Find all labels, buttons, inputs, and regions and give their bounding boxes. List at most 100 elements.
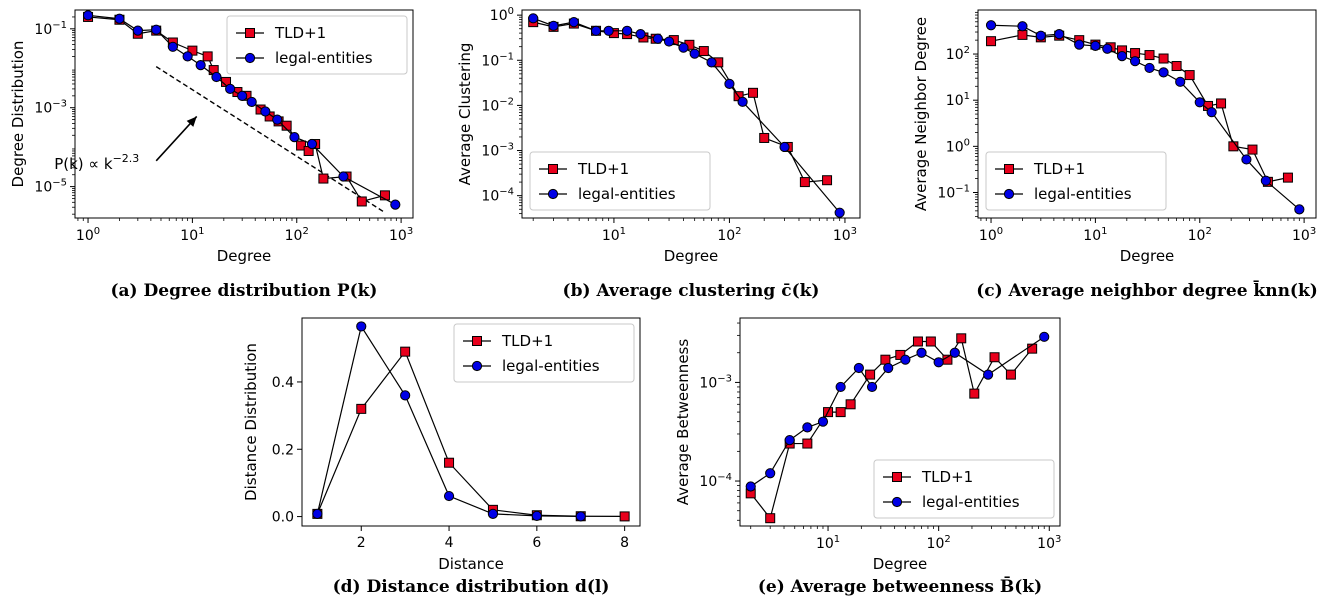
y-tick-label-b-1: 10−1 — [481, 51, 514, 69]
y-tick-label-a-1: 10−3 — [34, 99, 67, 117]
legend-e: TLD+1 legal-entities — [873, 459, 1055, 519]
data-point-b-1-7 — [652, 33, 663, 44]
x-tick-label-e-0: 101 — [816, 534, 840, 552]
data-point-a-1-1 — [114, 13, 125, 24]
y-tick-label-b-0-exp: 0 — [508, 6, 514, 17]
x-tick-label-b-0-base: 10 — [602, 228, 620, 244]
data-point-a-1-7 — [211, 71, 222, 83]
data-point-a-0-15 — [296, 140, 307, 151]
data-point-e-1-0 — [745, 481, 756, 492]
data-point-e-0-7 — [865, 369, 876, 380]
x-tick-label-c-1-base: 10 — [1083, 228, 1101, 244]
y-tick-label-b-2-exp: −2 — [499, 96, 514, 107]
y-axis-label-a: Degree Distribution — [9, 41, 27, 188]
x-tick-label-b-1-base: 10 — [717, 228, 735, 244]
data-point-c-1-6 — [1102, 43, 1113, 54]
data-point-c-1-8 — [1129, 56, 1141, 67]
data-point-a-0-21 — [379, 190, 390, 201]
chart-b: 101 102 10310010−110−210−310−4DegreeAverag… — [456, 6, 861, 301]
x-tick-label-b-0: 101 — [602, 226, 626, 244]
y-tick-label-c-3: 10−1 — [937, 183, 970, 201]
data-point-a-1-12 — [272, 114, 283, 125]
data-point-c-0-16 — [1247, 144, 1258, 155]
legend-marker-e-0 — [892, 472, 902, 482]
data-point-c-1-14 — [1241, 154, 1252, 165]
caption-d: (d) Distance distribution d(l) — [333, 577, 610, 597]
x-tick-label-a-0-base: 10 — [76, 228, 94, 244]
axes-frame-b — [521, 9, 861, 219]
x-tick-label-a-1-exp: 1 — [198, 226, 204, 237]
data-point-a-1-8 — [225, 83, 236, 94]
data-point-c-1-7 — [1116, 51, 1128, 62]
data-point-b-1-10 — [689, 48, 700, 59]
caption-a: (a) Degree distribution P(k) — [111, 281, 378, 301]
chart-a-plot-area — [82, 10, 401, 210]
y-tick-label-b-4: 10−4 — [481, 187, 514, 205]
data-point-a-1-14 — [306, 138, 318, 150]
data-point-b-0-10 — [698, 46, 709, 57]
x-tick-label-c-0-exp: 0 — [997, 226, 1003, 237]
annotation-text-main: P(k) ∝ k — [54, 155, 113, 173]
data-point-e-1-6 — [853, 362, 864, 374]
x-tick-label-d-1: 4 — [445, 535, 454, 551]
y-tick-label-d-2: 0.4 — [272, 375, 294, 391]
data-point-e-0-6 — [845, 399, 856, 410]
data-point-e-1-10 — [916, 347, 927, 358]
data-point-d-0-1 — [356, 403, 367, 414]
data-point-c-0-9 — [1144, 50, 1155, 61]
legend-b: TLD+1 legal-entities — [529, 151, 711, 211]
data-point-e-0-5 — [835, 407, 846, 418]
legend-label-c-1: legal-entities — [1034, 185, 1132, 203]
data-point-e-1-14 — [1039, 331, 1050, 342]
x-tick-label-e-2-exp: 3 — [1055, 534, 1061, 545]
data-point-a-0-18 — [318, 173, 329, 184]
data-point-e-1-9 — [900, 354, 911, 365]
x-tick-label-c-3-exp: 3 — [1310, 226, 1316, 237]
data-point-d-0-7 — [619, 511, 630, 522]
data-point-d-1-6 — [575, 511, 586, 522]
axes-frame-c — [977, 9, 1317, 219]
data-point-c-0-10 — [1158, 53, 1169, 64]
legend-box-d — [453, 323, 635, 383]
data-point-e-1-7 — [866, 381, 878, 393]
x-tick-label-b-1-exp: 2 — [735, 226, 741, 237]
data-point-b-1-8 — [663, 36, 675, 47]
axes-frame-e — [739, 317, 1061, 527]
x-tick-label-a-2-exp: 2 — [302, 226, 308, 237]
x-tick-label-e-0-base: 10 — [816, 536, 834, 552]
legend-box-e — [873, 459, 1055, 519]
x-tick-label-d-0: 2 — [357, 535, 366, 551]
data-point-c-0-0 — [986, 36, 997, 47]
data-point-c-1-12 — [1194, 97, 1205, 108]
data-point-a-1-0 — [82, 10, 94, 21]
legend-label-a-0: TLD+1 — [274, 24, 326, 42]
data-point-a-1-9 — [237, 90, 248, 101]
chart-b-plot-area — [528, 13, 845, 218]
legend-label-d-0: TLD+1 — [501, 332, 553, 350]
legend-marker-e-1 — [891, 496, 903, 508]
data-point-e-1-13 — [983, 369, 994, 380]
y-tick-label-e-0-base: 10 — [699, 375, 717, 391]
x-tick-label-b-0-exp: 1 — [620, 226, 626, 237]
legend-box-a — [226, 15, 408, 75]
y-tick-label-a-1-base: 10 — [34, 101, 52, 117]
data-point-c-1-1 — [1017, 21, 1028, 32]
y-tick-label-c-2-base: 10 — [946, 139, 964, 155]
data-point-e-0-14 — [969, 388, 980, 399]
chart-c-plot-area — [985, 20, 1305, 215]
data-point-a-1-2 — [132, 25, 143, 36]
y-axis-label-e: Average Betweenness — [674, 339, 692, 506]
legend-label-b-0: TLD+1 — [577, 160, 629, 178]
data-point-a-1-16 — [390, 199, 401, 210]
x-tick-label-e-1-exp: 2 — [944, 534, 950, 545]
series-line-b-1 — [532, 17, 841, 214]
y-tick-label-b-4-base: 10 — [481, 189, 499, 205]
x-tick-label-a-3: 103 — [389, 226, 413, 244]
x-axis-label-d: Distance — [438, 555, 504, 573]
legend-marker-d-1 — [471, 360, 483, 372]
y-tick-label-c-2-exp: 0 — [964, 137, 970, 148]
y-tick-label-b-4-exp: −4 — [499, 187, 514, 198]
data-point-b-1-3 — [590, 25, 602, 36]
